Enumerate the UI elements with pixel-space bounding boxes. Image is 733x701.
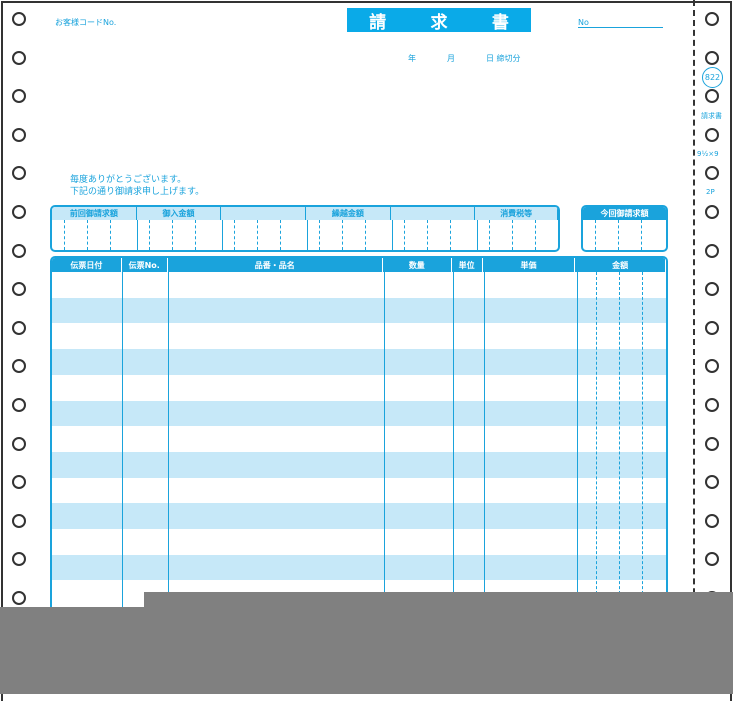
title-char: 請 <box>369 12 387 33</box>
sprocket-hole-icon <box>705 475 719 490</box>
sprocket-hole-icon <box>12 475 26 490</box>
month-label: 月 <box>447 54 455 63</box>
sprocket-hole-icon <box>705 243 719 258</box>
table-row <box>52 529 666 555</box>
current-total-header: 今回御請求額 <box>583 207 666 220</box>
summary-column-label <box>391 207 476 220</box>
summary-column-label: 御入金額 <box>137 207 222 220</box>
table-column-header: 数量 <box>383 258 452 272</box>
summary-column-label: 前回御請求額 <box>52 207 137 220</box>
sprocket-hole-icon <box>12 50 26 65</box>
sprocket-hole-icon <box>705 513 719 528</box>
table-row <box>52 554 666 581</box>
year-label: 年 <box>408 54 416 63</box>
table-row <box>52 323 666 350</box>
overlay-gray <box>0 607 733 694</box>
sprocket-hole-icon <box>12 359 26 374</box>
perforation-line <box>693 0 695 694</box>
table-row <box>52 451 666 478</box>
table-row <box>52 272 666 298</box>
form-title: 請 求 書 <box>347 8 531 33</box>
sprocket-hole-icon <box>705 166 719 181</box>
sprocket-hole-icon <box>705 205 719 219</box>
current-total-box: 今回御請求額 <box>581 205 668 252</box>
form-ply: 2P <box>706 188 715 196</box>
summary-column-label: 消費税等 <box>475 207 558 220</box>
table-column-header: 単価 <box>483 258 576 272</box>
table-column-header: 伝票日付 <box>52 258 122 272</box>
sprocket-hole-icon <box>12 320 26 335</box>
table-header: 伝票日付 伝票No. 品番・品名 数量 単位 単価 金額 <box>52 258 666 272</box>
table-column-header: 金額 <box>575 258 666 272</box>
form-size: 9½×9 <box>697 150 719 158</box>
sprocket-hole-icon <box>705 359 719 374</box>
sprocket-hole-icon <box>705 12 719 26</box>
sprocket-hole-icon <box>12 127 26 142</box>
sprocket-hole-icon <box>705 398 719 412</box>
sprocket-hole-icon <box>12 591 26 605</box>
table-column-header: 品番・品名 <box>168 258 383 272</box>
sprocket-hole-icon <box>705 282 719 297</box>
summary-box: 前回御請求額 御入金額 繰越金額 消費税等 <box>50 205 560 252</box>
sprocket-hole-icon <box>705 50 719 65</box>
sprocket-hole-icon <box>12 12 26 26</box>
sprocket-hole-icon <box>12 243 26 258</box>
table-column-header: 単位 <box>452 258 483 272</box>
sprocket-hole-icon <box>705 127 719 142</box>
table-row <box>52 503 666 529</box>
table-row <box>52 477 666 504</box>
customer-code-label: お客様コードNo. <box>55 18 117 27</box>
form-name: 請求書 <box>701 112 722 120</box>
sprocket-hole-icon <box>705 320 719 335</box>
table-row <box>52 426 666 452</box>
table-row <box>52 374 666 401</box>
form-code-badge: 822 <box>702 67 723 88</box>
day-closing-label: 日 締切分 <box>486 54 521 63</box>
sprocket-hole-icon <box>12 552 26 567</box>
greeting-line-2: 下記の通り御請求申し上げます。 <box>70 187 205 197</box>
table-row <box>52 349 666 375</box>
current-total-label: 今回御請求額 <box>600 209 649 218</box>
sprocket-hole-icon <box>12 398 26 412</box>
summary-column-label <box>221 207 307 220</box>
table-row <box>52 400 666 427</box>
sprocket-hole-icon <box>12 89 26 104</box>
sprocket-hole-icon <box>12 166 26 181</box>
sprocket-hole-icon <box>12 205 26 219</box>
sprocket-hole-icon <box>705 552 719 567</box>
sprocket-hole-icon <box>12 513 26 528</box>
table-column-header: 伝票No. <box>122 258 168 272</box>
greeting-line-1: 毎度ありがとうございます。 <box>70 175 187 185</box>
invoice-number-label: No <box>578 18 663 28</box>
table-row <box>52 297 666 324</box>
items-table: 伝票日付 伝票No. 品番・品名 数量 単位 単価 金額 <box>50 256 668 616</box>
title-char: 書 <box>491 12 509 33</box>
sprocket-hole-icon <box>705 436 719 451</box>
sprocket-hole-icon <box>705 89 719 104</box>
sprocket-hole-icon <box>12 282 26 297</box>
summary-column-label: 繰越金額 <box>306 207 391 220</box>
title-char: 求 <box>430 12 448 33</box>
sprocket-hole-icon <box>12 436 26 451</box>
summary-header: 前回御請求額 御入金額 繰越金額 消費税等 <box>52 207 558 220</box>
